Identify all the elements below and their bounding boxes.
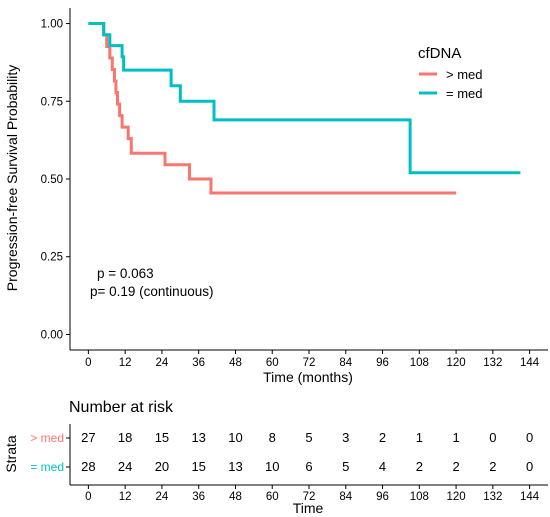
y-tick-label: 1.00 [41,19,63,31]
risk-cell: 20 [155,459,169,474]
x-tick-label: 96 [376,357,389,369]
risk-x-tick-label: 48 [229,491,242,503]
x-tick-label: 48 [229,357,242,369]
risk-table-rows: > med 27 18 15 13 10 8 5 3 2 1 1 0 0= med 28 24 20 15 13 10… [30,430,533,474]
risk-cell: 13 [228,459,242,474]
risk-cell: 1 [452,430,459,445]
y-tick-label: 0.00 [41,329,63,341]
x-tick-label: 12 [119,357,132,369]
risk-cell: 13 [191,430,205,445]
x-tick-label: 84 [339,357,352,369]
risk-cell: 2 [452,459,459,474]
risk-x-tick-label: 24 [156,491,169,503]
risk-cell: 24 [118,459,132,474]
risk-x-tick-label: 132 [483,491,502,503]
x-tick-label: 132 [483,357,502,369]
risk-x-axis-ticks: 0 12 24 36 48 60 72 84 96 108 120 132 144 [85,485,540,503]
risk-cell: 15 [155,430,169,445]
risk-cell: 10 [265,459,279,474]
risk-cell: 4 [379,459,386,474]
risk-cell: 0 [526,430,533,445]
risk-cell: 0 [526,459,533,474]
x-tick-label: 60 [266,357,279,369]
legend-label-eq-med: = med [446,86,483,101]
risk-x-tick-label: 84 [339,491,352,503]
risk-x-axis-title: Time [293,500,324,516]
risk-cell: 0 [489,430,496,445]
x-tick-label: 36 [192,357,205,369]
risk-row-label-eq-med: = med [30,460,64,474]
risk-strata-label: Strata [3,435,19,473]
p-value-continuous-label: p= 0.19 (continuous) [90,284,213,299]
x-tick-label: 144 [520,357,540,369]
x-tick-label: 0 [85,357,91,369]
risk-x-tick-label: 108 [410,491,429,503]
risk-cell: 5 [342,459,349,474]
p-value-label: p = 0.063 [97,266,154,281]
x-tick-label: 72 [303,357,316,369]
risk-cell: 10 [228,430,242,445]
risk-table: Number at risk Strata > med 27 18 15 13 10 8 5 3… [3,399,548,516]
y-tick-label: 0.50 [41,174,63,186]
risk-table-title: Number at risk [69,399,174,416]
risk-x-tick-label: 0 [85,491,91,503]
y-axis-ticks: 0.00 0.25 0.50 0.75 1.00 [41,19,70,341]
risk-x-tick-label: 36 [192,491,205,503]
km-plot: 0.00 0.25 0.50 0.75 1.00 0 12 24 36 48 60 72 84 96 10… [4,8,548,385]
risk-x-tick-label: 60 [266,491,279,503]
risk-cell: 2 [379,430,386,445]
legend: cfDNA > med = med [418,45,483,101]
x-tick-label: 24 [156,357,169,369]
legend-label-gt-med: > med [446,67,483,82]
series-line-eq-med [88,22,521,175]
risk-cell: 6 [305,459,312,474]
risk-x-tick-label: 120 [446,491,465,503]
risk-cell: 28 [81,459,95,474]
risk-x-tick-label: 96 [376,491,389,503]
risk-cell: 18 [118,430,132,445]
legend-title: cfDNA [418,45,461,62]
y-tick-label: 0.75 [41,96,63,108]
x-tick-label: 108 [410,357,429,369]
risk-x-tick-label: 144 [520,491,540,503]
series-line-gt-med [88,22,457,195]
risk-x-tick-label: 72 [303,491,316,503]
x-tick-label: 120 [446,357,465,369]
risk-cell: 1 [416,430,423,445]
x-axis-title: Time (months) [263,369,353,385]
risk-row-label-gt-med: > med [30,431,64,445]
x-axis-ticks: 0 12 24 36 48 60 72 84 96 108 120 132 144 [85,350,540,369]
risk-cell: 2 [416,459,423,474]
risk-x-tick-label: 12 [119,491,132,503]
risk-cell: 15 [191,459,205,474]
survival-curves [88,22,521,195]
risk-cell: 2 [489,459,496,474]
risk-cell: 8 [269,430,276,445]
risk-cell: 3 [342,430,349,445]
y-axis-title: Progression-free Survival Probability [4,65,20,291]
y-tick-label: 0.25 [41,252,63,264]
risk-cell: 5 [305,430,312,445]
risk-cell: 27 [81,430,95,445]
